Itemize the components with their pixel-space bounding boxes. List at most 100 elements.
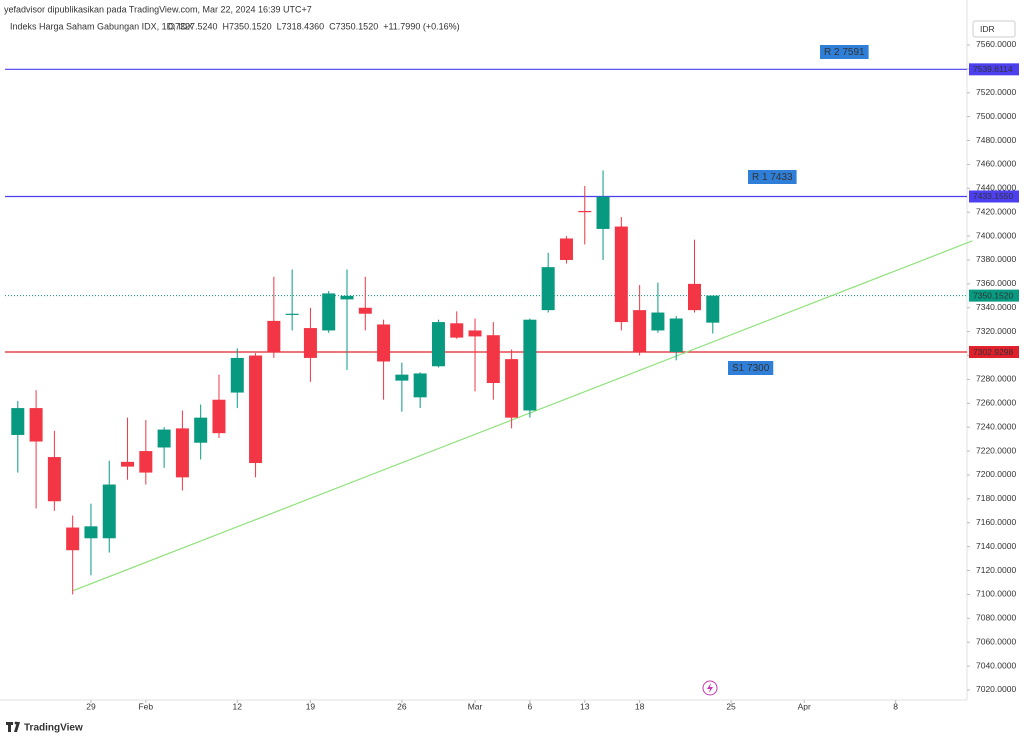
- price-tag: [969, 289, 1019, 302]
- y-tick-label: 7280.0000: [976, 374, 1016, 384]
- chart-title: Indeks Harga Saham Gabungan IDX, 1D, IDX: [10, 21, 193, 31]
- x-tick-label: Feb: [138, 701, 153, 711]
- x-tick-label: 25: [726, 701, 736, 711]
- candle: [614, 216, 628, 331]
- candle-body: [687, 283, 701, 311]
- price-tag: [969, 190, 1019, 203]
- candle: [669, 316, 683, 361]
- candle-body: [249, 355, 263, 464]
- candle: [121, 417, 135, 480]
- y-tick-label: 7040.0000: [976, 660, 1016, 670]
- candle: [84, 503, 98, 576]
- candle: [212, 374, 226, 438]
- event-icon-bolt: [707, 683, 713, 693]
- candle: [633, 285, 647, 356]
- candle: [47, 430, 61, 511]
- y-tick-label: 7440.0000: [976, 183, 1016, 193]
- annotation: R 2 7591: [824, 47, 865, 58]
- x-tick-label: Apr: [798, 701, 811, 711]
- logo-dot: [14, 721, 18, 725]
- y-tick-label: 7500.0000: [976, 111, 1016, 121]
- candle-body: [523, 319, 537, 411]
- candle: [157, 427, 171, 468]
- y-tick-label: 7360.0000: [976, 278, 1016, 288]
- candle: [541, 252, 555, 313]
- candle-body: [541, 267, 555, 311]
- candle-body: [596, 196, 610, 229]
- candle: [486, 322, 500, 400]
- candle: [194, 404, 208, 460]
- candle: [651, 282, 665, 333]
- x-tick-label: 6: [528, 701, 533, 711]
- candle-body: [505, 359, 519, 418]
- currency-box[interactable]: [972, 20, 1016, 38]
- brand: TradingView: [24, 723, 83, 734]
- annotation-box: [820, 45, 869, 59]
- candle-body: [651, 312, 665, 331]
- candle-body: [340, 295, 354, 300]
- legend-value: L7318.4360: [277, 21, 325, 31]
- candle-body: [377, 324, 391, 362]
- y-tick-label: 7240.0000: [976, 421, 1016, 431]
- annotation-box: [748, 170, 797, 184]
- price-tag-label: 7350.1520: [973, 290, 1013, 300]
- y-tick-label: 7220.0000: [976, 445, 1016, 455]
- price-tag: [969, 63, 1019, 76]
- candle: [340, 269, 354, 370]
- candle-body: [175, 428, 189, 478]
- candle-body: [66, 527, 80, 551]
- candle: [706, 295, 720, 334]
- legend-value: O7327.5240: [168, 21, 218, 31]
- candle: [358, 276, 372, 331]
- price-tag-label: 7433.1550: [973, 191, 1013, 201]
- candle-body: [450, 323, 464, 338]
- candle: [687, 239, 701, 313]
- price-tag: [969, 346, 1019, 359]
- y-tick-label: 7420.0000: [976, 206, 1016, 216]
- candle: [11, 400, 25, 473]
- candle-body: [84, 526, 98, 539]
- candle: [523, 318, 537, 418]
- candle-body: [633, 310, 647, 352]
- candle: [139, 420, 153, 485]
- candle: [596, 170, 610, 260]
- candle-body: [303, 328, 317, 358]
- candle: [102, 460, 116, 553]
- candle-body: [706, 295, 720, 323]
- candle-body: [267, 320, 281, 352]
- price-tag-label: 7539.6114: [973, 64, 1013, 74]
- price-tag-label: 7302.9298: [973, 347, 1013, 357]
- candle: [303, 307, 317, 382]
- annotation-box: [728, 361, 774, 375]
- x-tick-label: 12: [233, 701, 243, 711]
- candle-body: [157, 429, 171, 448]
- candle: [230, 348, 244, 409]
- candle-body: [358, 307, 372, 314]
- y-tick-label: 7380.0000: [976, 254, 1016, 264]
- y-tick-label: 7340.0000: [976, 302, 1016, 312]
- x-tick-label: 13: [580, 701, 590, 711]
- candle-body: [559, 238, 573, 260]
- y-tick-label: 7200.0000: [976, 469, 1016, 479]
- logo-mark: [6, 722, 20, 732]
- candle: [285, 269, 299, 331]
- trendline: [72, 240, 973, 592]
- legend-value: H7350.1520: [223, 21, 272, 31]
- candle: [431, 319, 445, 368]
- candle-body: [614, 226, 628, 323]
- candle-body: [413, 373, 427, 398]
- candle-body: [322, 293, 336, 331]
- x-tick-label: 18: [635, 701, 645, 711]
- candle-body: [669, 318, 683, 352]
- candle: [377, 319, 391, 400]
- candle-body: [139, 451, 153, 473]
- candle-body: [47, 457, 61, 502]
- candle-body: [194, 417, 208, 443]
- candle: [505, 349, 519, 429]
- y-tick-label: 7180.0000: [976, 493, 1016, 503]
- currency: IDR: [980, 24, 995, 34]
- candle: [249, 353, 263, 478]
- candle: [413, 372, 427, 409]
- candle-body: [212, 399, 226, 434]
